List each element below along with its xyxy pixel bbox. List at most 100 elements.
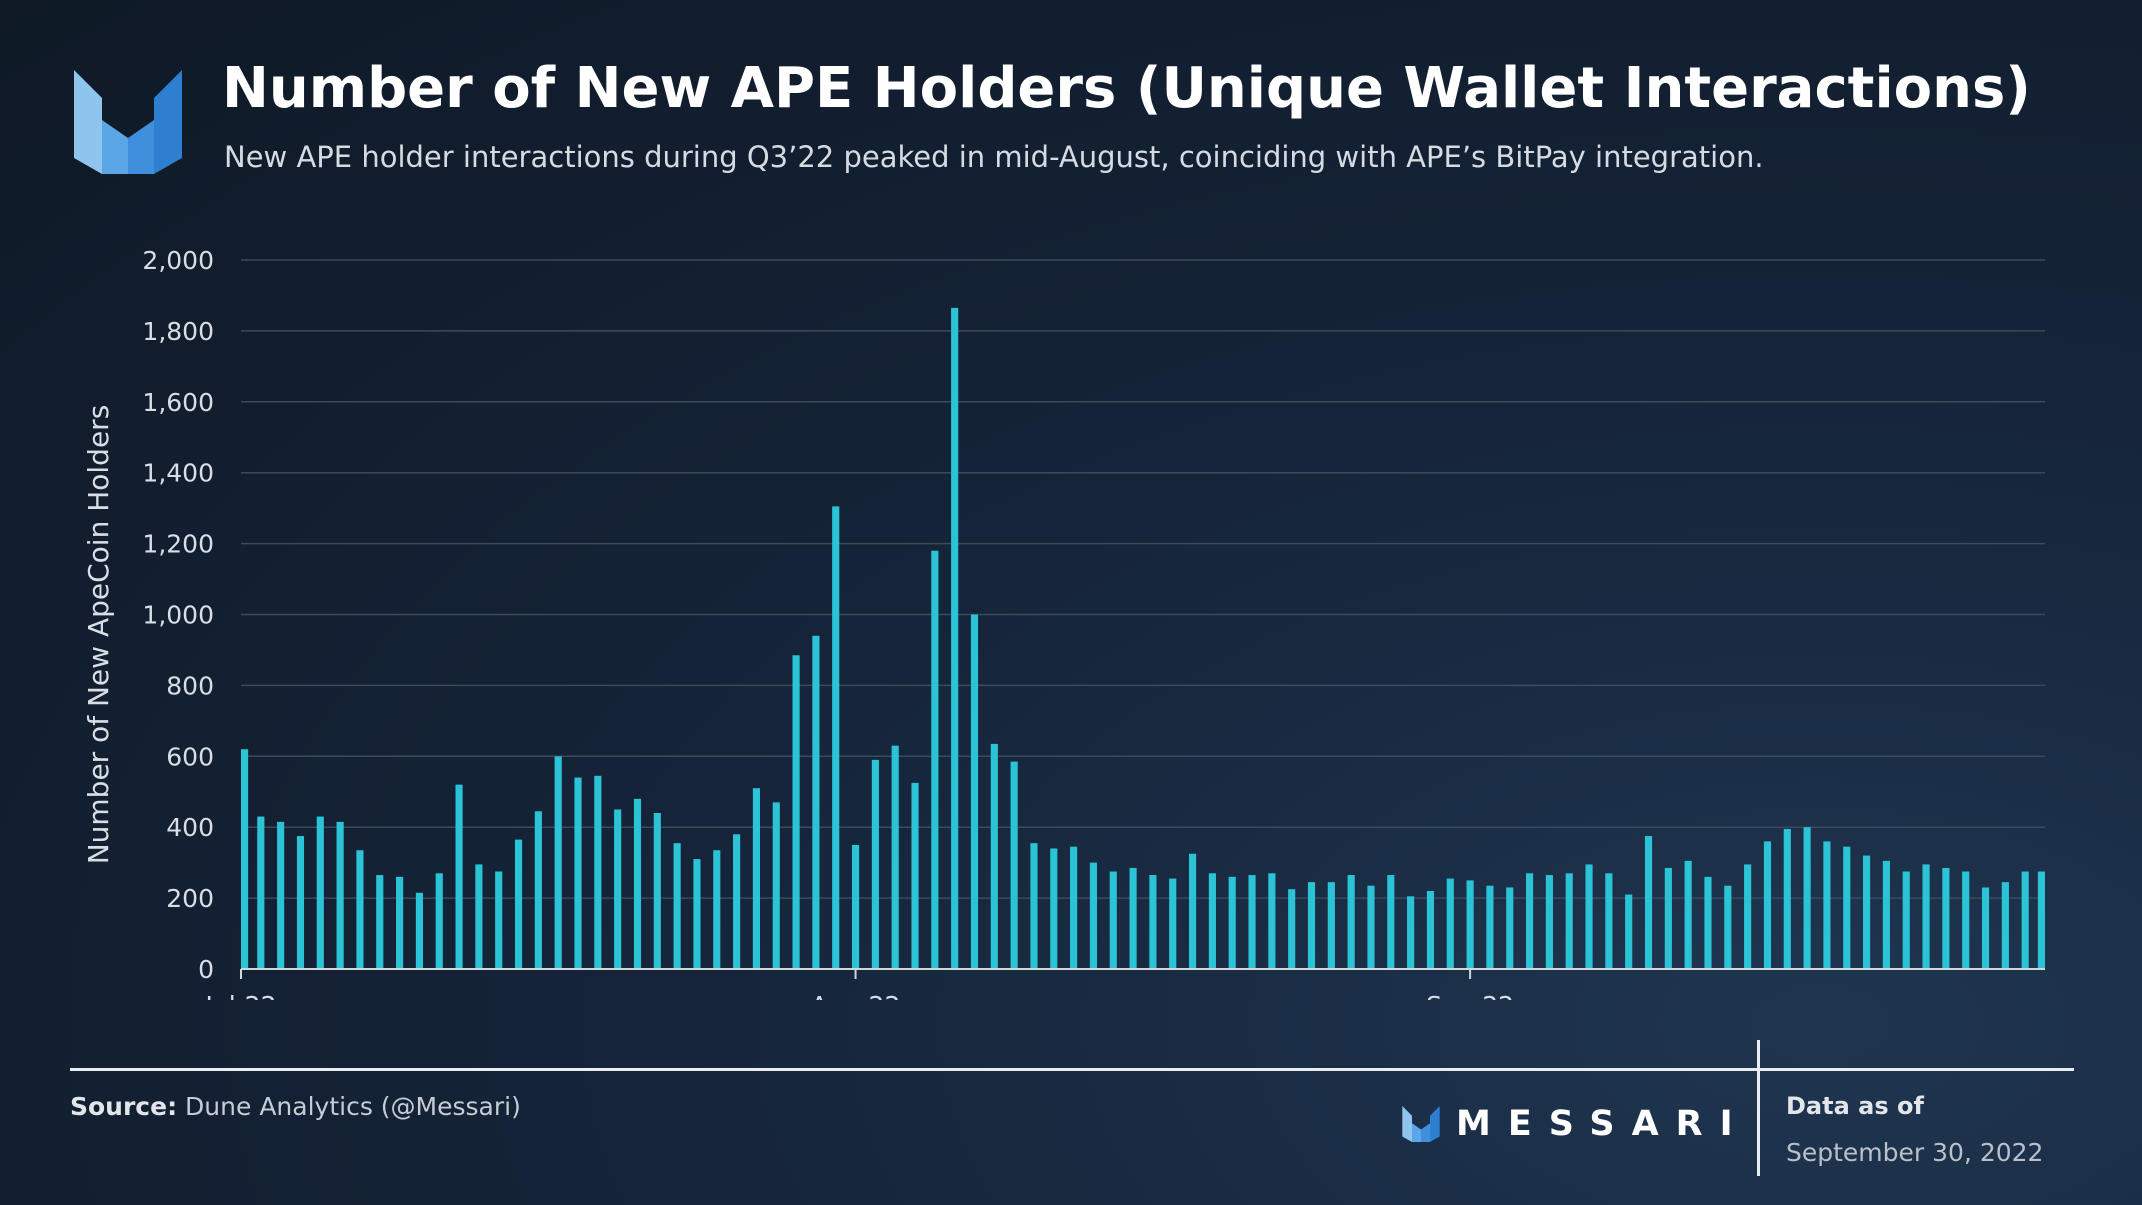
- bar: [812, 635, 820, 969]
- bar: [733, 834, 741, 969]
- bar: [871, 759, 879, 969]
- bar: [534, 811, 542, 969]
- bar: [1625, 894, 1633, 969]
- bar: [1526, 873, 1534, 969]
- bar: [1605, 873, 1613, 969]
- bar: [772, 802, 780, 969]
- bar: [1070, 846, 1078, 969]
- bar: [1208, 873, 1216, 969]
- bar: [1307, 882, 1316, 969]
- bar: [1962, 871, 1970, 969]
- bar: [1188, 853, 1197, 969]
- bar: [435, 873, 443, 969]
- bar: [1050, 848, 1058, 969]
- bar: [1010, 761, 1018, 969]
- data-as-of-label: Data as of: [1786, 1092, 1924, 1120]
- bar: [396, 876, 404, 969]
- bar: [1228, 876, 1236, 969]
- bar: [1149, 875, 1157, 969]
- y-tick-label: 1,800: [142, 317, 214, 346]
- bar: [1426, 891, 1435, 969]
- bar: [1367, 885, 1375, 969]
- grid-lines: [241, 259, 2045, 899]
- bar: [1288, 889, 1296, 969]
- messari-small-logo-icon: [1402, 1106, 1440, 1142]
- y-tick-label: 1,000: [142, 601, 214, 630]
- bar: [1506, 887, 1514, 969]
- bar-series: [241, 307, 2045, 969]
- x-axis-ticks: Jul-22 Aug-22 Sep-22: [204, 969, 1514, 1000]
- bar: [455, 784, 463, 969]
- bar: [1744, 864, 1752, 969]
- brand-logo: MESSARI: [1402, 1104, 1750, 1144]
- bar: [495, 871, 503, 969]
- bar: [1684, 860, 1692, 969]
- chart-title: Number of New APE Holders (Unique Wallet…: [222, 56, 2031, 121]
- bar: [1763, 841, 1772, 969]
- bar: [1803, 827, 1811, 969]
- bar: [296, 836, 305, 969]
- bar: [1704, 876, 1712, 969]
- bar-chart: 0 200 400 600 800 1,000 1,200 1,400 1,600 1,800 2,…: [82, 246, 2045, 1000]
- bar: [851, 844, 860, 969]
- bar: [832, 506, 840, 969]
- bar: [1664, 867, 1672, 969]
- bar: [2037, 871, 2045, 969]
- bar: [1030, 843, 1038, 969]
- bar: [376, 875, 384, 969]
- bar: [336, 821, 344, 969]
- bar: [653, 813, 661, 969]
- y-axis-ticks: 0 200 400 600 800 1,000 1,200 1,400 1,600 1,800 2,…: [142, 246, 214, 984]
- bar: [673, 843, 681, 969]
- bar: [277, 821, 285, 969]
- bar: [891, 745, 899, 969]
- bar: [415, 892, 423, 969]
- y-tick-label: 400: [166, 813, 214, 842]
- bar: [594, 775, 602, 969]
- x-tick-label: Aug-22: [811, 991, 901, 1000]
- bar: [514, 839, 523, 969]
- y-tick-label: 0: [198, 955, 214, 984]
- bar: [1585, 864, 1593, 969]
- bar: [1169, 878, 1177, 969]
- bar: [970, 614, 979, 969]
- bar: [1486, 885, 1494, 969]
- bar: [1783, 828, 1791, 969]
- bar: [1843, 846, 1851, 969]
- y-tick-label: 1,600: [142, 388, 214, 417]
- y-tick-label: 1,200: [142, 530, 214, 559]
- bar: [241, 749, 249, 969]
- bar: [1981, 887, 1990, 969]
- bar: [693, 859, 701, 969]
- data-as-of-date: September 30, 2022: [1786, 1138, 2044, 1167]
- bar: [574, 777, 582, 969]
- bar: [614, 809, 622, 969]
- bar: [1407, 896, 1415, 969]
- bar: [356, 850, 364, 969]
- bar: [911, 782, 919, 969]
- bar: [475, 864, 483, 969]
- bar: [1644, 836, 1653, 969]
- footer-divider-line: [70, 1068, 2074, 1071]
- y-tick-label: 600: [166, 742, 214, 771]
- source-label: Source:: [70, 1092, 178, 1121]
- bar: [1545, 875, 1553, 969]
- bar: [990, 743, 998, 969]
- bar: [1446, 878, 1454, 969]
- bar: [1466, 880, 1474, 969]
- bar: [1327, 882, 1335, 969]
- y-tick-label: 200: [166, 884, 214, 913]
- bar: [1882, 860, 1890, 969]
- brand-name: MESSARI: [1456, 1104, 1750, 1144]
- bar: [1109, 871, 1117, 969]
- y-tick-label: 2,000: [142, 246, 214, 275]
- bar: [1565, 873, 1573, 969]
- bar: [1863, 855, 1871, 969]
- bar: [1129, 867, 1137, 969]
- bar: [316, 816, 324, 969]
- bar: [1248, 875, 1256, 969]
- bar: [1922, 864, 1930, 969]
- source-text: Dune Analytics (@Messari): [185, 1092, 521, 1121]
- bar: [2001, 882, 2009, 969]
- bar: [554, 756, 562, 969]
